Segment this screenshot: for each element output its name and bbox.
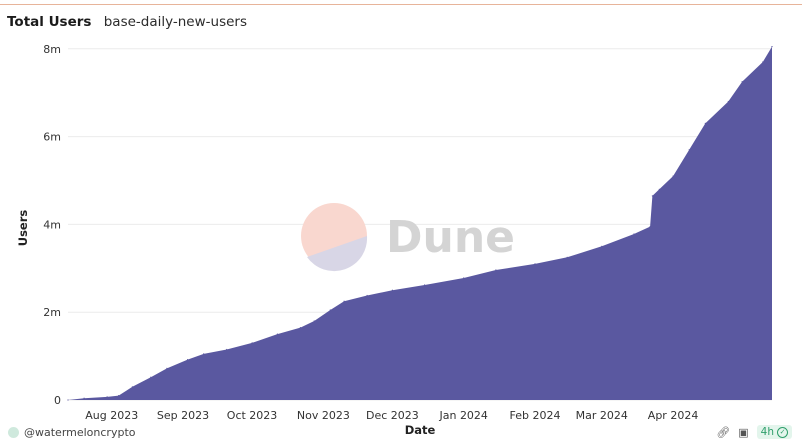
- y-tick-label: 4m: [43, 218, 61, 231]
- data-point: [299, 327, 301, 329]
- x-tick-label: Mar 2024: [576, 409, 628, 422]
- y-axis-label: Users: [16, 210, 30, 247]
- data-point: [771, 46, 773, 48]
- x-tick-label: Jan 2024: [438, 409, 487, 422]
- query-name[interactable]: base-daily-new-users: [103, 14, 248, 30]
- data-point: [741, 81, 743, 83]
- data-point: [226, 348, 228, 351]
- data-point: [633, 233, 635, 235]
- avatar-icon: [8, 427, 19, 438]
- x-tick-label: Nov 2023: [297, 409, 350, 422]
- data-point: [366, 294, 368, 297]
- check-circle-icon: ✓: [777, 426, 788, 438]
- data-point: [424, 284, 426, 286]
- data-point: [651, 195, 654, 197]
- y-tick-label: 2m: [43, 306, 61, 319]
- dune-watermark: Dune: [301, 203, 515, 272]
- data-point: [534, 263, 536, 265]
- data-point: [251, 342, 253, 344]
- data-point: [672, 175, 674, 177]
- chart-header: Total Users base-daily-new-users: [7, 14, 247, 30]
- data-point: [329, 309, 331, 311]
- data-point: [131, 386, 133, 388]
- y-tick-label: 8m: [43, 43, 61, 56]
- data-point: [495, 269, 497, 271]
- watermark-logo-lower-icon: [307, 236, 368, 272]
- y-axis-ticks: 0 2m 4m 6m 8m: [43, 43, 61, 407]
- data-point: [203, 353, 205, 355]
- data-point: [762, 61, 764, 63]
- data-point: [276, 333, 278, 335]
- top-border: [0, 4, 802, 5]
- data-point: [106, 396, 108, 398]
- author-name[interactable]: @watermeloncrypto: [24, 426, 136, 439]
- data-point: [463, 277, 465, 279]
- x-tick-label: Aug 2023: [85, 409, 138, 422]
- data-point: [601, 245, 603, 247]
- watermark-text: Dune: [386, 212, 515, 263]
- series-points: [67, 46, 773, 401]
- y-tick-label: 0: [54, 394, 61, 407]
- author-credit[interactable]: @watermeloncrypto: [8, 426, 136, 439]
- series-area[interactable]: [68, 46, 772, 400]
- chart-title: Total Users: [7, 14, 92, 30]
- data-point: [704, 122, 706, 124]
- x-tick-label: Dec 2023: [366, 409, 419, 422]
- y-tick-label: 6m: [43, 131, 61, 144]
- data-point: [727, 100, 729, 103]
- data-point: [343, 300, 345, 302]
- data-point: [649, 226, 651, 228]
- refresh-badge[interactable]: 4h ✓: [756, 425, 792, 439]
- x-tick-label: Sep 2023: [157, 409, 209, 422]
- data-point: [150, 376, 152, 378]
- data-point: [688, 149, 690, 151]
- data-point: [67, 399, 69, 401]
- data-point: [391, 289, 393, 291]
- data-point: [166, 367, 168, 369]
- refresh-interval: 4h: [760, 426, 774, 438]
- data-point: [566, 256, 568, 258]
- footer-actions: 🔗︎ ▣ 4h ✓: [716, 425, 792, 439]
- data-point: [83, 397, 85, 399]
- x-axis-label: Date: [405, 423, 436, 437]
- x-tick-label: Feb 2024: [510, 409, 561, 422]
- data-point: [658, 188, 660, 190]
- x-tick-label: Apr 2024: [648, 409, 699, 422]
- camera-icon[interactable]: ▣: [738, 425, 749, 439]
- x-axis-ticks: Aug 2023 Sep 2023 Oct 2023 Nov 2023 Dec 2023…: [85, 409, 698, 422]
- link-icon[interactable]: 🔗︎: [716, 425, 731, 439]
- data-point: [187, 359, 189, 361]
- data-point: [313, 320, 315, 322]
- data-point: [118, 395, 120, 397]
- x-tick-label: Oct 2023: [227, 409, 278, 422]
